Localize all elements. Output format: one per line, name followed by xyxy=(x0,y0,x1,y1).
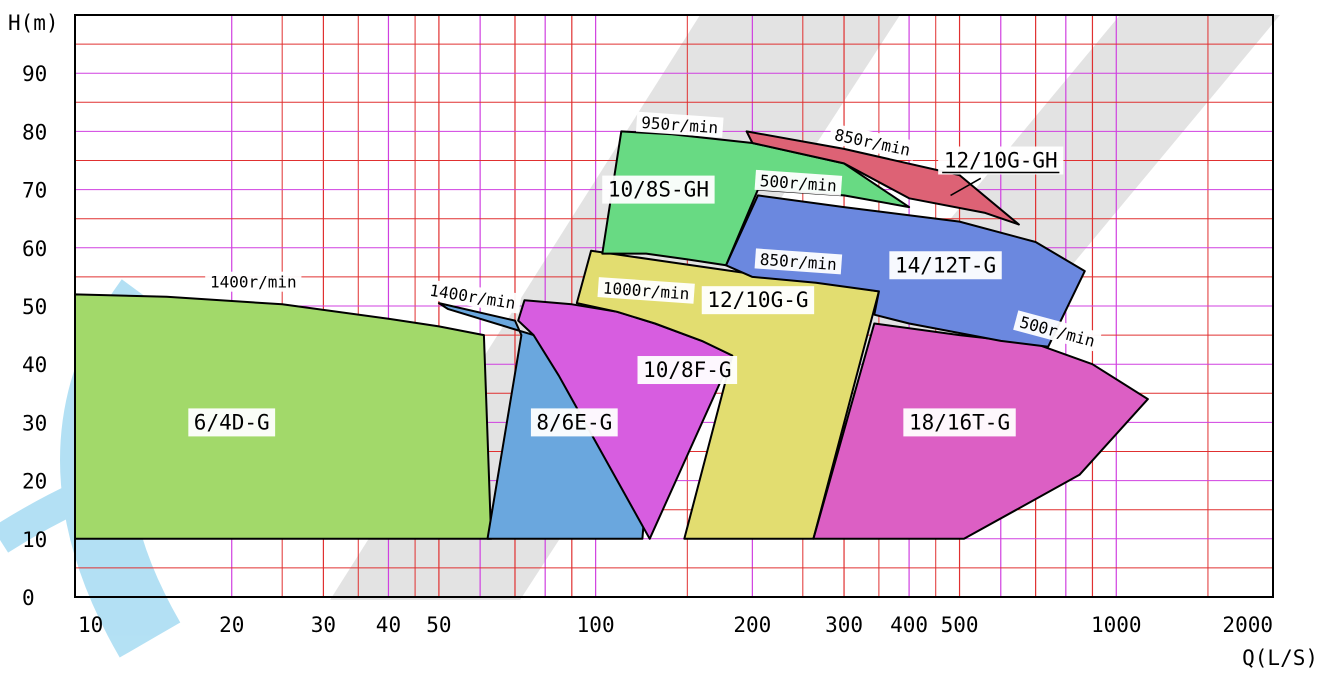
y-tick-label: 90 xyxy=(22,62,47,86)
speed-label-bg xyxy=(205,271,302,292)
speed-label-bg xyxy=(828,123,917,161)
y-tick-label: 60 xyxy=(22,237,47,261)
speed-label-bg xyxy=(423,278,522,314)
zone-label: 14/12T-G xyxy=(895,253,996,277)
x-tick-label: 2000 xyxy=(1222,613,1273,637)
speed-label-group: 1400r/min xyxy=(423,278,522,314)
plot-frame xyxy=(74,14,1274,598)
speed-label-group: 1400r/min xyxy=(205,271,302,292)
x-tick-label: 1000 xyxy=(1091,613,1142,637)
speed-label-bg xyxy=(754,248,843,275)
y-axis-title: H(m) xyxy=(8,11,59,35)
x-tick-label: 20 xyxy=(219,613,244,637)
zone-labels: 6/4D-G 8/6E-G 10/8F-G 12/10G-G 18/16T-G 14/12… xyxy=(188,146,1064,437)
x-tick-label: 200 xyxy=(733,613,771,637)
y-tick-label: 10 xyxy=(22,528,47,552)
x-tick-label: 40 xyxy=(376,613,401,637)
zone-label: 10/8S-GH xyxy=(608,178,709,202)
zone-label: 8/6E-G xyxy=(536,410,612,434)
zone-label: 12/10G-G xyxy=(707,288,808,312)
x-tick-label: 30 xyxy=(311,613,336,637)
speed-label-bg xyxy=(1013,310,1102,353)
y-tick-label: 30 xyxy=(22,411,47,435)
zone-6-4d-g xyxy=(75,293,493,540)
x-axis-title: Q(L/S) xyxy=(1242,646,1318,670)
x-tick-label: 300 xyxy=(825,613,863,637)
y-axis-ticks: 0 10 20 30 40 50 60 70 80 90 xyxy=(22,62,47,610)
speed-label-bg xyxy=(597,277,695,304)
zone-label: 10/8F-G xyxy=(643,358,732,382)
zone-label: 6/4D-G xyxy=(194,410,270,434)
zone-label-bg xyxy=(938,146,1064,175)
x-tick-label: 50 xyxy=(426,613,451,637)
y-tick-label: 70 xyxy=(22,179,47,203)
y-tick-label: 50 xyxy=(22,295,47,319)
x-tick-label: 400 xyxy=(890,613,928,637)
speed-label-group: 850r/min xyxy=(754,248,843,275)
zone-label-bg xyxy=(602,175,715,204)
speed-label-group: 1000r/min xyxy=(597,277,695,304)
zone-label-bg xyxy=(530,408,618,437)
y-tick-label: 40 xyxy=(22,353,47,377)
x-axis-ticks: 10 20 30 40 50 100 200 300 400 500 1000 2000 xyxy=(78,613,1273,637)
zone-label-bg xyxy=(637,356,738,385)
x-tick-label: 500 xyxy=(941,613,979,637)
zone-12-10g-gh xyxy=(745,130,1020,226)
leader-line xyxy=(950,177,982,197)
zone-label-bg xyxy=(701,286,815,315)
x-tick-label: 100 xyxy=(577,613,615,637)
zone-label-bg xyxy=(889,251,1002,280)
zone-label: 12/10G-GH xyxy=(944,149,1058,173)
speed-label: 1400r/min xyxy=(210,273,297,292)
speed-label: 1400r/min xyxy=(428,281,517,313)
speed-label-bg xyxy=(754,169,843,196)
y-tick-label: 80 xyxy=(22,120,47,144)
y-tick-label: 0 xyxy=(22,586,35,610)
x-tick-label: 10 xyxy=(78,613,103,637)
y-tick-label: 20 xyxy=(22,470,47,494)
zone-label-bg xyxy=(903,408,1016,437)
zone-label-bg xyxy=(188,408,276,437)
zone-label: 18/16T-G xyxy=(909,410,1010,434)
speed-label-bg xyxy=(635,111,724,138)
